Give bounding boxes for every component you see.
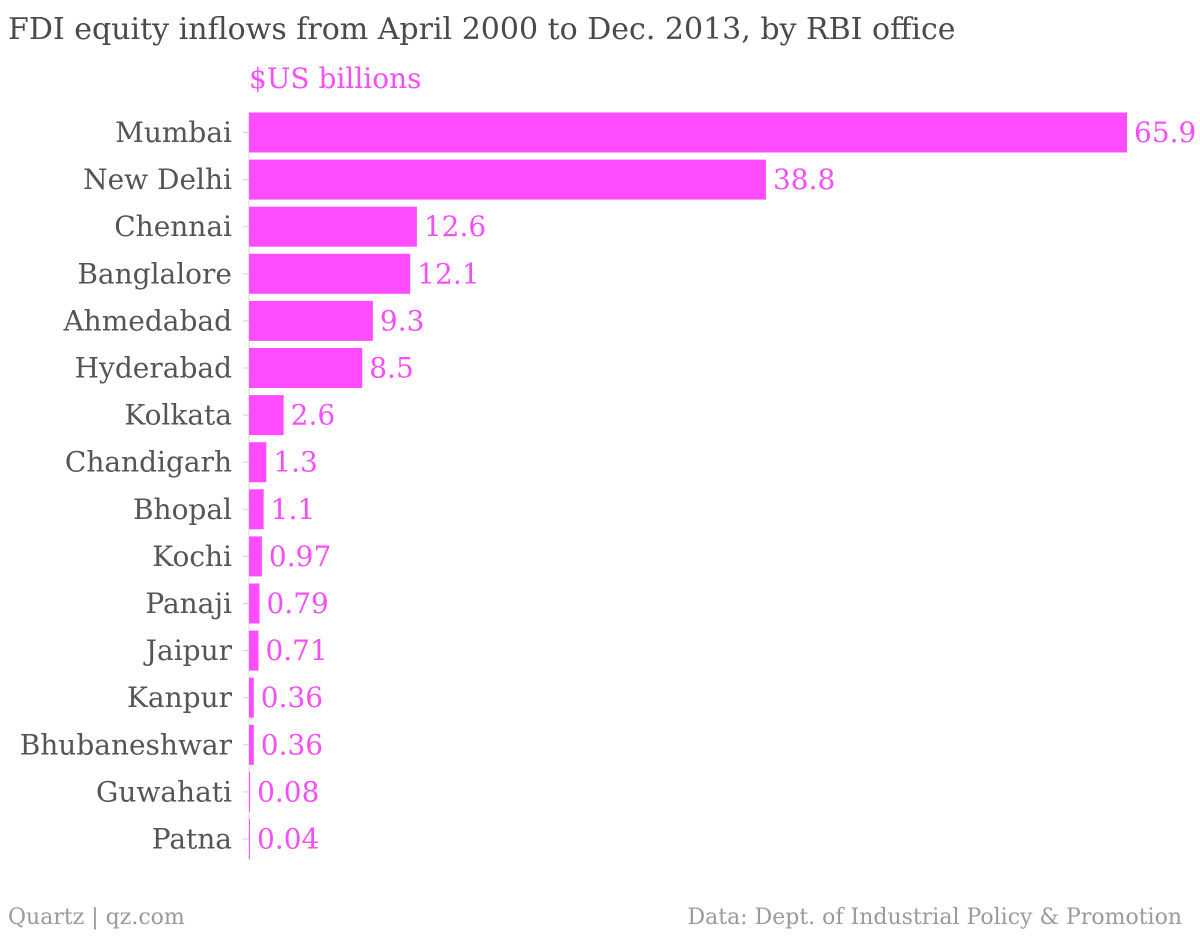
value-label-patna: 0.04	[257, 823, 319, 856]
category-label-banglalore: Banglalore	[77, 257, 232, 290]
bar-patna	[249, 819, 250, 859]
value-label-ahmedabad: 9.3	[380, 304, 425, 337]
category-label-kolkata: Kolkata	[124, 399, 232, 432]
bar-bhubaneshwar	[249, 724, 254, 765]
value-label-chandigarh: 1.3	[273, 446, 318, 479]
value-label-new-delhi: 38.8	[773, 163, 835, 196]
bar-kanpur	[249, 677, 254, 718]
value-label-jaipur: 0.71	[265, 634, 327, 667]
value-label-bhubaneshwar: 0.36	[261, 728, 323, 761]
chart-title: FDI equity inflows from April 2000 to De…	[8, 12, 956, 47]
category-label-hyderabad: Hyderabad	[75, 352, 232, 385]
category-label-bhopal: Bhopal	[133, 493, 232, 526]
value-label-banglalore: 12.1	[417, 257, 479, 290]
publisher-credit: Quartz | qz.com	[8, 905, 185, 930]
bar-panaji	[249, 583, 260, 624]
value-label-chennai: 12.6	[424, 210, 486, 243]
category-label-panaji: Panaji	[145, 587, 232, 620]
category-label-guwahati: Guwahati	[96, 775, 232, 808]
bar-new-delhi	[249, 159, 766, 200]
bar-bhopal	[249, 489, 264, 530]
bar-chandigarh	[249, 442, 267, 483]
value-label-kolkata: 2.6	[291, 399, 336, 432]
value-label-mumbai: 65.9	[1134, 116, 1196, 149]
value-label-kanpur: 0.36	[261, 681, 323, 714]
category-label-ahmedabad: Ahmedabad	[62, 304, 232, 337]
bar-kochi	[249, 536, 262, 577]
bar-guwahati	[249, 771, 251, 812]
unit-label: $US billions	[249, 62, 422, 95]
category-label-chandigarh: Chandigarh	[65, 446, 232, 479]
bar-kolkata	[249, 395, 284, 436]
value-label-panaji: 0.79	[267, 587, 329, 620]
value-label-hyderabad: 8.5	[369, 352, 414, 385]
bar-mumbai	[249, 112, 1127, 153]
bar-chennai	[249, 206, 417, 247]
bar-jaipur	[249, 630, 259, 671]
category-label-new-delhi: New Delhi	[83, 163, 232, 196]
category-label-bhubaneshwar: Bhubaneshwar	[20, 728, 233, 761]
category-label-chennai: Chennai	[114, 210, 232, 243]
value-label-guwahati: 0.08	[257, 775, 319, 808]
category-label-patna: Patna	[152, 823, 232, 856]
value-label-bhopal: 1.1	[271, 493, 316, 526]
bar-hyderabad	[249, 348, 363, 388]
category-label-kochi: Kochi	[152, 540, 232, 573]
category-label-kanpur: Kanpur	[127, 681, 233, 714]
category-label-mumbai: Mumbai	[115, 116, 232, 149]
category-label-jaipur: Jaipur	[143, 634, 233, 667]
data-source: Data: Dept. of Industrial Policy & Promo…	[687, 905, 1182, 930]
value-label-kochi: 0.97	[269, 540, 331, 573]
bar-banglalore	[249, 253, 411, 294]
bar-ahmedabad	[249, 300, 373, 341]
